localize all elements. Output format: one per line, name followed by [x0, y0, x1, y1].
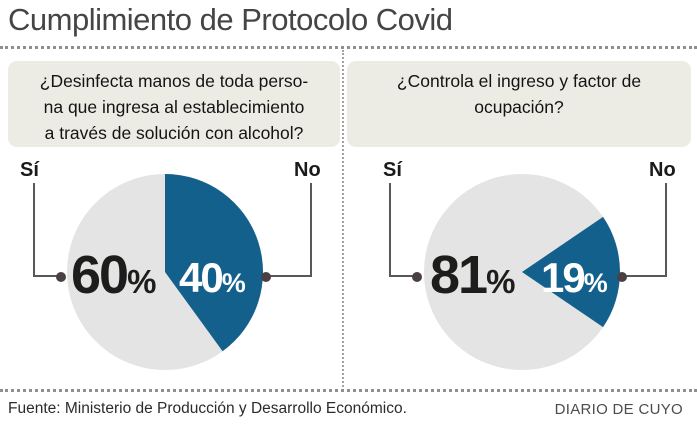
connector-line-si-left-h	[33, 275, 60, 277]
question-box-left: ¿Desinfecta manos de toda perso- na que …	[8, 61, 340, 147]
pie-slice-no	[522, 216, 620, 328]
legend-si-right: Sí	[383, 159, 402, 181]
value-label-si-left: 60%	[71, 248, 156, 302]
legend-si-left: Sí	[20, 159, 39, 181]
legend-no-left: No	[294, 159, 321, 181]
connector-line-no-left	[310, 183, 312, 277]
value-label-no-right: 19%	[541, 257, 608, 299]
percent-sign: %	[486, 263, 516, 300]
footer-brand: DIARIO DE CUYO	[554, 401, 683, 418]
value-no-right: 19	[541, 254, 586, 301]
footer-dotted-divider	[0, 389, 697, 392]
header-dotted-divider	[0, 46, 697, 49]
value-si-right: 81	[430, 245, 488, 305]
pie-chart-right	[424, 174, 620, 370]
connector-line-no-left-h	[265, 275, 312, 277]
connector-line-no-right	[665, 183, 667, 277]
legend-no-right: No	[649, 159, 676, 181]
connector-dot-si-left	[56, 272, 66, 282]
footer-source: Fuente: Ministerio de Producción y Desar…	[8, 400, 407, 417]
connector-line-si-right	[389, 183, 391, 277]
connector-line-no-right-h	[622, 275, 667, 277]
percent-sign: %	[221, 268, 246, 298]
connector-dot-no-left	[261, 272, 271, 282]
connector-dot-si-right	[412, 272, 422, 282]
pie-slice-no	[165, 174, 263, 352]
question-box-right: ¿Controla el ingreso y factor de ocupaci…	[347, 61, 691, 147]
value-label-no-left: 40%	[179, 257, 246, 299]
percent-sign: %	[127, 263, 157, 300]
value-label-si-right: 81%	[430, 248, 515, 302]
vertical-dotted-divider	[342, 50, 344, 387]
percent-sign: %	[583, 268, 608, 298]
connector-dot-no-right	[617, 272, 627, 282]
pie-chart-left	[67, 174, 263, 370]
page-title: Cumplimiento de Protocolo Covid	[8, 2, 453, 37]
value-si-left: 60	[71, 245, 129, 305]
connector-line-si-left	[33, 183, 35, 277]
value-no-left: 40	[179, 254, 224, 301]
connector-line-si-right-h	[389, 275, 416, 277]
